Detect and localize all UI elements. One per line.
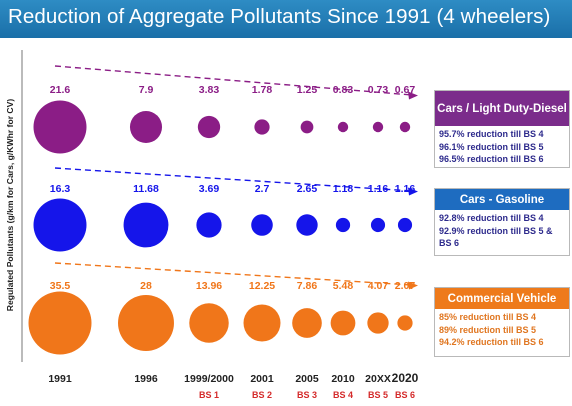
- value-label: 11.68: [133, 183, 159, 195]
- bubble: [337, 121, 349, 133]
- bubble: [399, 121, 411, 133]
- value-label: 13.96: [196, 280, 222, 292]
- x-tick-label: 2005: [295, 373, 319, 385]
- bubble: [251, 214, 273, 236]
- value-label: 1.25: [297, 84, 318, 96]
- legend-notes-commercial: 85% reduction till BS 4 89% reduction ti…: [435, 309, 569, 351]
- stage-label: BS 1: [199, 390, 219, 400]
- trend-arrow-head: [408, 91, 418, 100]
- stage-label: BS 4: [333, 390, 353, 400]
- stage-label: BS 2: [252, 390, 272, 400]
- bubble: [28, 291, 92, 355]
- value-label: 2.07: [395, 280, 416, 292]
- bubble: [118, 295, 174, 351]
- x-tick-label: 20XX: [365, 373, 391, 385]
- trend-arrow: [54, 167, 413, 192]
- trend-arrow: [54, 262, 413, 286]
- bubble: [196, 212, 222, 238]
- value-label: 2.7: [255, 183, 270, 195]
- bubble: [292, 308, 322, 338]
- legend-title-commercial: Commercial Vehicle: [435, 288, 569, 309]
- x-tick-label: 2020: [392, 371, 419, 385]
- bubble: [243, 304, 281, 342]
- bubble: [296, 214, 318, 236]
- value-label: 4.07: [368, 280, 389, 292]
- value-label: 21.6: [50, 84, 71, 96]
- trend-arrow-head: [408, 187, 418, 196]
- value-label: 1.16: [395, 183, 416, 195]
- bubble: [189, 303, 229, 343]
- legend-panel-commercial: Commercial Vehicle 85% reduction till BS…: [434, 287, 570, 357]
- bubble: [397, 217, 413, 233]
- legend-note: 92.9% reduction till BS 5 & BS 6: [439, 225, 553, 249]
- value-label: 3.69: [199, 183, 220, 195]
- x-tick-label: 1996: [134, 373, 158, 385]
- bubble: [370, 217, 386, 233]
- legend-note: 96.1% reduction till BS 5: [439, 141, 544, 152]
- legend-panel-gasoline: Cars - Gasoline 92.8% reduction till BS …: [434, 188, 570, 256]
- bubble: [33, 198, 87, 252]
- value-label: 1.18: [333, 183, 354, 195]
- value-label: 0.83: [333, 84, 354, 96]
- stage-label: BS 6: [395, 390, 415, 400]
- y-axis-label: Regulated Pollutants (g/km for Cars, g/K…: [5, 99, 15, 312]
- bubble: [254, 119, 270, 135]
- value-label: 5.48: [333, 280, 354, 292]
- bubble: [129, 110, 163, 144]
- bubble: [330, 310, 356, 336]
- legend-note: 89% reduction till BS 5: [439, 324, 537, 335]
- bubble: [372, 121, 384, 133]
- legend-note: 94.2% reduction till BS 6: [439, 337, 544, 347]
- bubble: [197, 115, 221, 139]
- legend-panel-diesel: Cars / Light Duty-Diesel 95.7% reduction…: [434, 90, 570, 168]
- legend-note: 95.7% reduction till BS 4: [439, 129, 544, 139]
- value-label: 7.9: [139, 84, 154, 96]
- legend-note: 85% reduction till BS 4: [439, 312, 537, 322]
- x-tick-label: 2010: [331, 373, 355, 385]
- bubble: [300, 120, 314, 134]
- value-label: 7.86: [297, 280, 318, 292]
- value-label: 1.16: [368, 183, 389, 195]
- x-tick-label: 2001: [250, 373, 274, 385]
- trend-arrow-head: [408, 281, 418, 290]
- value-label: 0.67: [395, 84, 416, 96]
- bubble: [33, 100, 87, 154]
- stage-label: BS 3: [297, 390, 317, 400]
- value-label: 28: [140, 280, 152, 292]
- x-tick-label: 1991: [48, 373, 72, 385]
- value-label: 2.65: [297, 183, 318, 195]
- legend-notes-gasoline: 92.8% reduction till BS 4 92.9% reductio…: [435, 210, 569, 252]
- legend-notes-diesel: 95.7% reduction till BS 4 96.1% reductio…: [435, 126, 569, 168]
- legend-title-diesel: Cars / Light Duty-Diesel: [435, 91, 569, 126]
- value-label: 35.5: [50, 280, 71, 292]
- bubble: [367, 312, 389, 334]
- bubble: [335, 217, 351, 233]
- bubble: [397, 315, 413, 331]
- stage-label: BS 5: [368, 390, 388, 400]
- x-tick-label: 1999/2000: [184, 373, 234, 385]
- value-label: 1.78: [252, 84, 273, 96]
- page-title: Reduction of Aggregate Pollutants Since …: [8, 5, 551, 28]
- bubble: [123, 202, 169, 248]
- legend-note: 92.8% reduction till BS 4: [439, 213, 544, 223]
- legend-title-gasoline: Cars - Gasoline: [435, 189, 569, 210]
- value-label: 12.25: [249, 280, 275, 292]
- value-label: 3.83: [199, 84, 220, 96]
- value-label: 0.73: [368, 84, 389, 96]
- trend-arrow: [54, 65, 413, 96]
- title-banner: Reduction of Aggregate Pollutants Since …: [0, 0, 572, 38]
- legend-note: 96.5% reduction till BS 6: [439, 154, 544, 164]
- value-label: 16.3: [50, 183, 71, 195]
